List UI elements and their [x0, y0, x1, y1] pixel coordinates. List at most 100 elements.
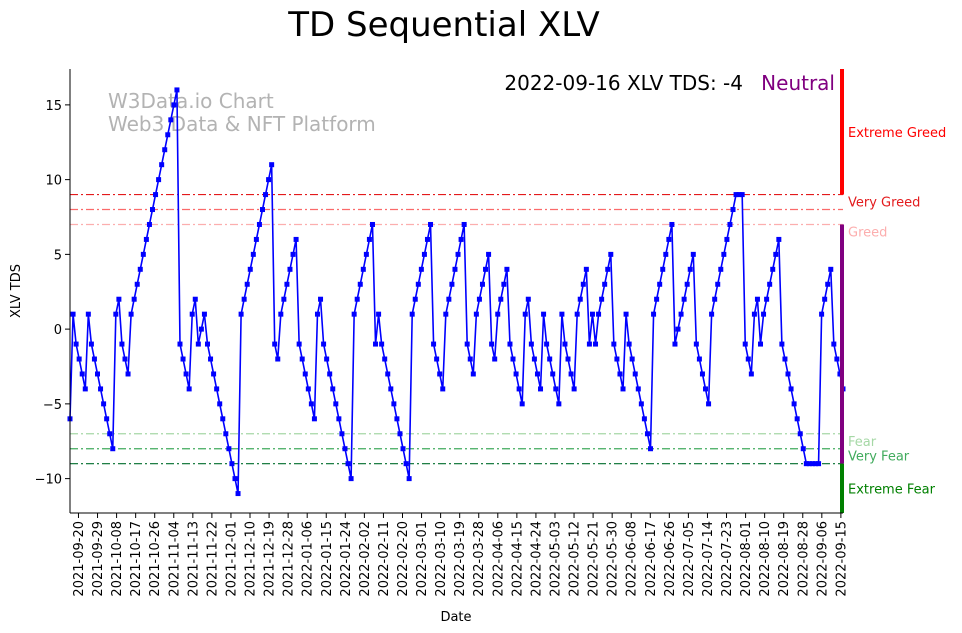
data-point [822, 296, 828, 302]
x-tick-label: 2021-11-22 [205, 521, 220, 597]
data-point [495, 311, 501, 317]
x-tick-label: 2022-01-15 [320, 521, 335, 597]
x-ticks: 2021-09-20 2021-09-29 2021-10-08 2021-10-17… [72, 513, 849, 597]
x-tick-label: 2021-10-17 [129, 521, 144, 597]
data-point [828, 266, 834, 272]
data-point [574, 311, 580, 317]
data-point [284, 281, 290, 287]
data-point [128, 311, 134, 317]
data-point [119, 341, 125, 347]
data-point [250, 251, 256, 257]
data-point [510, 356, 516, 362]
data-point [241, 296, 247, 302]
data-point [657, 281, 663, 287]
data-point [418, 266, 424, 272]
status-label: Neutral [761, 71, 835, 95]
data-point [116, 296, 122, 302]
data-point [263, 192, 269, 198]
data-point [803, 461, 809, 467]
data-point [623, 311, 629, 317]
data-point [177, 341, 183, 347]
data-point [314, 311, 320, 317]
x-tick-label: 2022-05-21 [587, 521, 602, 597]
data-point [596, 311, 602, 317]
data-point [333, 401, 339, 407]
data-point [669, 221, 675, 227]
data-point [641, 416, 647, 422]
data-point [531, 356, 537, 362]
data-point [452, 266, 458, 272]
data-point [455, 251, 461, 257]
data-point [201, 311, 207, 317]
data-point [415, 281, 421, 287]
data-point [192, 296, 198, 302]
data-point [593, 341, 599, 347]
x-tick-label: 2022-05-03 [548, 521, 563, 597]
data-point [687, 266, 693, 272]
watermark: W3Data.io Chart Web3 Data & NFT Platform [108, 89, 376, 136]
data-point [293, 236, 299, 242]
data-point [76, 356, 82, 362]
data-point [721, 251, 727, 257]
x-tick-label: 2021-09-29 [91, 521, 106, 597]
data-point [98, 386, 104, 392]
data-point [412, 296, 418, 302]
data-point [287, 266, 293, 272]
x-tick-label: 2022-02-20 [396, 521, 411, 597]
x-tick-label: 2021-11-04 [167, 521, 182, 597]
data-point [382, 356, 388, 362]
axes [69, 69, 843, 514]
data-point [467, 356, 473, 362]
data-point [373, 341, 379, 347]
data-point [79, 371, 85, 377]
data-point [146, 221, 152, 227]
data-point [104, 416, 110, 422]
data-point [357, 281, 363, 287]
data-point [397, 431, 403, 437]
data-point [204, 341, 210, 347]
data-point [522, 311, 528, 317]
data-point [122, 356, 128, 362]
data-point [648, 446, 654, 452]
x-tick-label: 2022-06-26 [663, 521, 678, 597]
data-point [82, 386, 88, 392]
threshold-label-2: Greed [848, 225, 887, 240]
data-point [632, 371, 638, 377]
data-point [253, 236, 259, 242]
data-point [174, 87, 180, 93]
data-point [718, 266, 724, 272]
data-point [424, 236, 430, 242]
data-point [428, 221, 434, 227]
data-point [776, 236, 782, 242]
x-tick-label: 2021-12-28 [282, 521, 297, 597]
data-point [476, 296, 482, 302]
data-point [733, 192, 739, 198]
data-point [806, 461, 812, 467]
data-point [360, 266, 366, 272]
data-point [553, 386, 559, 392]
data-point [550, 371, 556, 377]
data-point [501, 281, 507, 287]
data-point [431, 341, 437, 347]
data-point [195, 341, 201, 347]
status-text: 2022-09-16 XLV TDS: -4 [504, 71, 743, 95]
data-point [800, 446, 806, 452]
data-point [486, 251, 492, 257]
data-point [446, 296, 452, 302]
data-point [730, 207, 736, 213]
x-tick-label: 2022-04-15 [510, 521, 525, 597]
data-point [137, 266, 143, 272]
data-point [134, 281, 140, 287]
data-point [813, 461, 818, 467]
data-point [559, 311, 565, 317]
x-tick-label: 2022-08-19 [777, 521, 792, 597]
x-tick-label: 2022-08-10 [758, 521, 773, 597]
data-point [73, 341, 79, 347]
data-point [758, 341, 764, 347]
y-tick-label: 10 [45, 174, 62, 189]
data-point [580, 281, 586, 287]
data-point [675, 326, 681, 332]
data-point [816, 461, 822, 467]
data-point [437, 371, 443, 377]
